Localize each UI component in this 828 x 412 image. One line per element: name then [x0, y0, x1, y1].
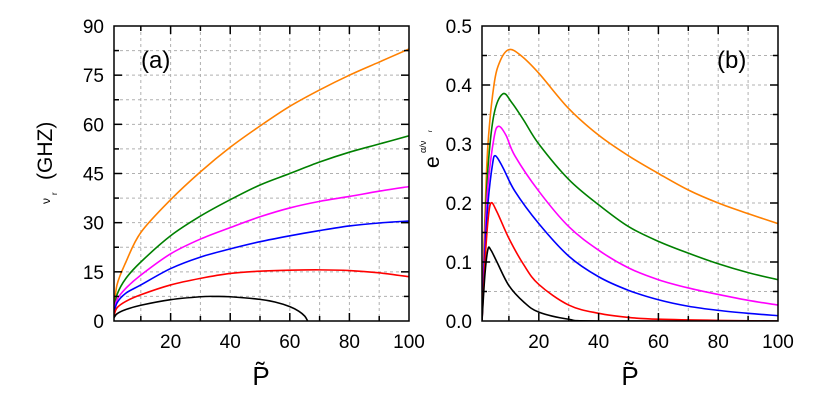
panel-a: 20 40 60 80 100 0 15 30 45 60 75 90 (a) P̃ ν r (GHZ…	[34, 17, 425, 391]
x-tick-label: 60	[279, 332, 300, 353]
y-tick-label: 0.0	[446, 312, 472, 333]
panel-label-b: (b)	[717, 47, 746, 74]
curves-a	[114, 48, 409, 321]
y-tick-label: 45	[83, 165, 104, 186]
x-tick-label: 100	[762, 332, 794, 353]
panel-label-a: (a)	[141, 47, 170, 74]
y-label-nu-a: ν	[39, 198, 53, 204]
series-line	[482, 48, 778, 321]
y-tick-label: 90	[83, 17, 104, 38]
y-tick-label: 0.3	[446, 135, 472, 156]
y-axis-label-a: ν r (GHZ)	[34, 122, 59, 204]
y-tick-label: 75	[83, 66, 104, 87]
y-tick-label: 15	[83, 263, 104, 284]
x-axis-label-b: P̃	[621, 361, 638, 391]
y-axis-label-b: e α/ν r	[418, 130, 444, 168]
series-line	[482, 125, 778, 321]
series-line	[114, 269, 409, 317]
panel-b: 20 40 60 80 100 0.0 0.1 0.2 0.3 0.4 0.5 (b) P̃ e α…	[418, 17, 794, 391]
y-tick-label: 0.4	[446, 76, 473, 97]
y-tick-label: 0.5	[446, 17, 472, 38]
series-line	[114, 295, 309, 321]
y-label-unit-a: (GHZ)	[34, 122, 57, 180]
ticks-a: 20 40 60 80 100 0 15 30 45 60 75 90	[83, 17, 425, 353]
x-tick-label: 40	[220, 332, 241, 353]
x-tick-label: 20	[160, 332, 181, 353]
series-line	[114, 48, 409, 312]
x-tick-label: 20	[528, 332, 549, 353]
y-label-sup-b: α/ν	[418, 140, 428, 153]
ticks-b: 20 40 60 80 100 0.0 0.1 0.2 0.3 0.4 0.5	[446, 17, 794, 353]
y-tick-label: 0.2	[446, 194, 472, 215]
x-tick-label: 80	[339, 332, 360, 353]
x-tick-label: 60	[648, 332, 669, 353]
series-line	[114, 220, 409, 315]
series-line	[482, 246, 778, 321]
curves-b	[482, 48, 778, 321]
y-label-sub-a: r	[50, 192, 59, 195]
series-line	[114, 185, 409, 313]
y-label-sup-sub-b: r	[428, 130, 434, 132]
series-line	[114, 135, 409, 312]
series-line	[482, 154, 778, 321]
series-line	[482, 92, 778, 321]
x-tick-label: 40	[588, 332, 609, 353]
series-line	[482, 201, 778, 321]
grid-b	[482, 26, 778, 321]
y-tick-label: 0	[93, 312, 104, 333]
y-tick-label: 30	[83, 214, 104, 235]
x-axis-label-a: P̃	[252, 361, 269, 391]
y-tick-label: 0.1	[446, 253, 472, 274]
y-label-e-b: e	[421, 156, 444, 168]
x-tick-label: 100	[393, 332, 425, 353]
y-tick-label: 60	[83, 115, 104, 136]
x-tick-label: 80	[708, 332, 729, 353]
